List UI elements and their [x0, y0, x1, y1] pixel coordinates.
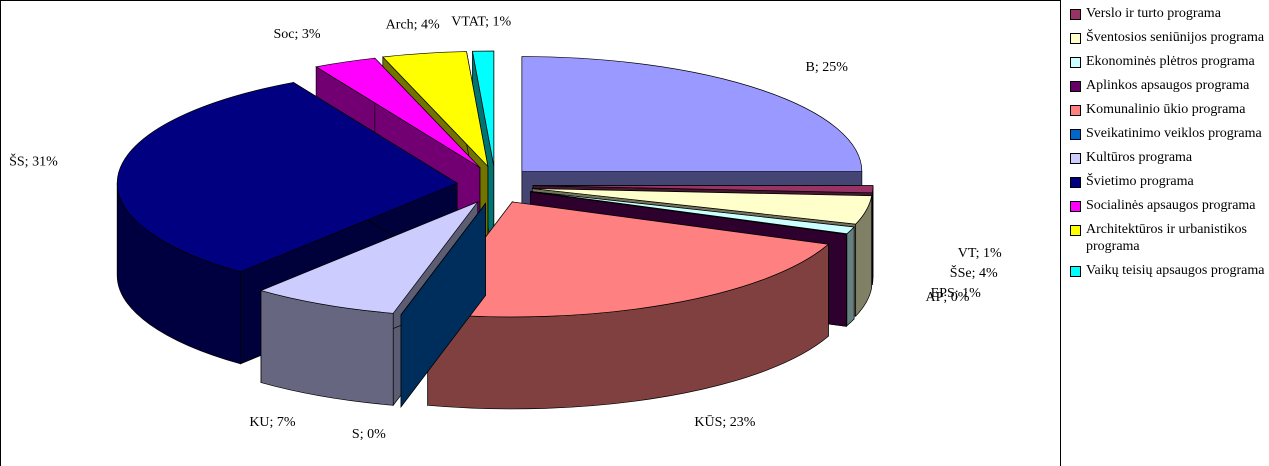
legend-label: Vaikų teisių apsaugos programa [1086, 263, 1265, 278]
legend-label: Kultūros programa [1086, 150, 1193, 165]
data-label: ŠSe; 4% [950, 264, 998, 281]
legend-swatch [1070, 225, 1081, 236]
slice-top [427, 201, 830, 318]
data-label: EPS; 1% [931, 286, 982, 301]
slice-top [532, 188, 873, 225]
legend-label: Aplinkos apsaugos programa [1086, 78, 1250, 93]
legend-item: Švietimo programa [1070, 173, 1269, 190]
legend-item: Verslo ir turto programa [1070, 5, 1269, 22]
legend-label: Šventosios seniūnijos programa [1086, 30, 1265, 45]
legend-swatch [1070, 9, 1081, 20]
data-label: B; 25% [806, 60, 849, 75]
legend-swatch [1070, 201, 1081, 212]
legend-item: Komunalinio ūkio programa [1070, 101, 1269, 118]
legend-item: Vaikų teisių apsaugos programa [1070, 262, 1269, 279]
legend-label: Socialinės apsaugos programa [1086, 198, 1256, 213]
legend-label: Ekonominės plėtros programa [1086, 54, 1255, 69]
legend-swatch [1070, 153, 1081, 164]
plot-border [0, 0, 1061, 466]
legend-label: Sveikatinimo veiklos programa [1086, 126, 1262, 141]
legend-item: Socialinės apsaugos programa [1070, 197, 1269, 214]
legend-item: Sveikatinimo veiklos programa [1070, 125, 1269, 142]
legend-label: Architektūros ir urbanistikos programa [1086, 222, 1247, 254]
data-label: KŪS; 23% [694, 414, 755, 430]
legend-item: Aplinkos apsaugos programa [1070, 77, 1269, 94]
slice [400, 202, 486, 408]
slice-top [259, 201, 479, 314]
legend-item: Šventosios seniūnijos programa [1070, 29, 1269, 46]
legend-swatch [1070, 105, 1081, 116]
legend-label: Švietimo programa [1086, 174, 1194, 189]
legend-swatch [1070, 33, 1081, 44]
data-label: KU; 7% [249, 415, 296, 430]
slice-top [382, 51, 489, 168]
slice-top [315, 57, 481, 168]
legend-swatch [1070, 177, 1081, 188]
legend-label: Komunalinio ūkio programa [1086, 102, 1246, 117]
data-label: Arch; 4% [386, 17, 440, 32]
data-label: S; 0% [352, 427, 386, 442]
legend-swatch [1070, 129, 1081, 140]
slice-top [530, 191, 855, 235]
pie: B; 25% VT; 1% ŠSe; 4% EPS; 1%AP; 0% KŪS; 23%… [9, 15, 1002, 442]
legend-swatch [1070, 266, 1081, 277]
slice-wall [871, 185, 874, 285]
data-label: VTAT; 1% [451, 15, 511, 30]
data-label: VT; 1% [958, 246, 1002, 261]
slice-top [521, 56, 863, 172]
legend-item: Ekonominės plėtros programa [1070, 53, 1269, 70]
slice-wall [846, 226, 855, 327]
data-label: Soc; 3% [274, 27, 321, 42]
slice-top [116, 82, 458, 273]
slice-top [532, 185, 874, 194]
legend-label: Verslo ir turto programa [1086, 6, 1221, 21]
data-label: ŠS; 31% [9, 153, 58, 170]
legend-item: Architektūros ir urbanistikos programa [1070, 221, 1269, 255]
legend: Verslo ir turto programa Šventosios seniū… [1064, 0, 1269, 466]
legend-swatch [1070, 81, 1081, 92]
legend-swatch [1070, 57, 1081, 68]
legend-item: Kultūros programa [1070, 149, 1269, 166]
data-label: AP; 0% [925, 290, 969, 305]
slice-top [472, 50, 495, 167]
